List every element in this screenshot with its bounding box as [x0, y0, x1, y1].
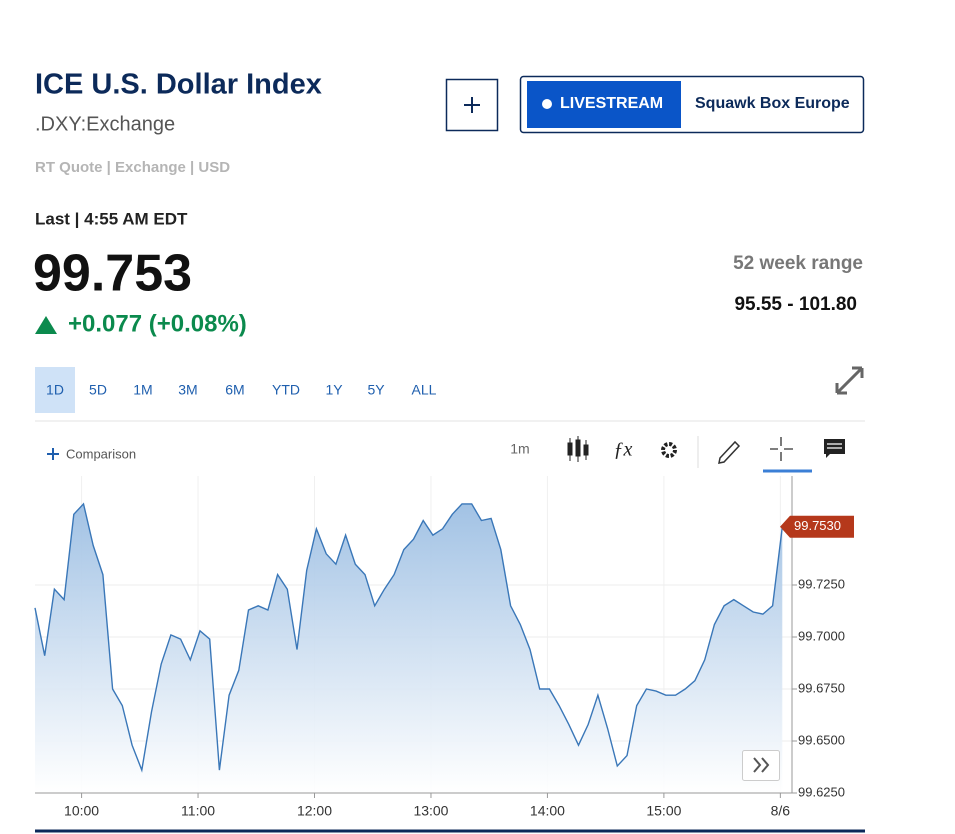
add-button[interactable] [445, 78, 499, 132]
chat-icon[interactable] [824, 439, 845, 458]
scroll-chevrons [753, 757, 770, 773]
bubble-lines [827, 443, 842, 449]
plot: 99.7250 99.7000 99.6750 99.6500 99.6250 10:00… [34, 476, 854, 819]
price-line [34, 502, 783, 773]
last-price-tag [780, 515, 854, 538]
gear [661, 442, 677, 458]
comparison[interactable]: Comparison [66, 446, 136, 461]
y-tick-label: 99.6500 [798, 732, 845, 747]
period-selected [35, 367, 75, 413]
settings-icon[interactable] [661, 442, 677, 458]
scroll-button[interactable] [742, 750, 780, 781]
y-tick-label: 99.7250 [798, 576, 845, 591]
last-time: Last | 4:55 AM EDT [35, 209, 188, 228]
studies-icon[interactable]: ƒx [614, 439, 633, 461]
up-arrow [35, 316, 57, 334]
y-tick-label: 99.7000 [798, 628, 845, 643]
y-tick-label: 99.6250 [798, 784, 845, 799]
x-tick-label: 15:00 [646, 803, 681, 819]
draw-icon[interactable] [718, 440, 741, 464]
crosshair-icon[interactable] [770, 437, 793, 461]
x-tick-label: 8/6 [771, 803, 791, 819]
period-button[interactable]: 1M [133, 382, 152, 398]
y-tick-label: 99.6750 [798, 680, 845, 695]
x-tick-label: 11:00 [181, 803, 215, 819]
change: +0.077 (+0.08%) [68, 310, 247, 337]
x-tick-label: 13:00 [413, 803, 448, 819]
period-button[interactable]: 5Y [367, 382, 385, 398]
live-dot [542, 99, 552, 109]
live-show: Squawk Box Europe [695, 95, 850, 112]
area-fill [35, 503, 783, 793]
x-tick-label: 12:00 [297, 803, 332, 819]
last-price-label: 99.7530 [794, 518, 841, 533]
expand-icon[interactable] [835, 366, 864, 395]
interval[interactable]: 1m [510, 441, 529, 457]
wicks [569, 436, 587, 462]
period-button[interactable]: 3M [178, 382, 197, 398]
live-badge [527, 81, 681, 128]
range-label: 52 week range [733, 253, 863, 274]
price: 99.753 [33, 245, 192, 303]
quote-meta: RT Quote | Exchange | USD [35, 159, 230, 176]
period-button[interactable]: 6M [225, 382, 244, 398]
period-button[interactable]: 5D [89, 382, 107, 398]
x-tick-label: 14:00 [530, 803, 565, 819]
scroll-box [742, 750, 780, 781]
candle-icon[interactable] [567, 436, 589, 462]
period-button[interactable]: 1D [46, 382, 64, 398]
title: ICE U.S. Dollar Index [35, 69, 322, 101]
period-button[interactable]: 1Y [325, 382, 343, 398]
plus-icon [464, 97, 480, 113]
range-value: 95.55 - 101.80 [734, 294, 857, 315]
x-tick-label: 10:00 [64, 803, 99, 819]
period-button[interactable]: YTD [272, 382, 300, 398]
comparison-plus [47, 448, 59, 460]
live-label: LIVESTREAM [560, 95, 663, 112]
period-button[interactable]: ALL [412, 382, 437, 398]
livestream-button[interactable]: LIVESTREAM Squawk Box Europe [519, 75, 865, 134]
expand-arrows [835, 366, 864, 395]
symbol: .DXY:Exchange [35, 113, 175, 135]
